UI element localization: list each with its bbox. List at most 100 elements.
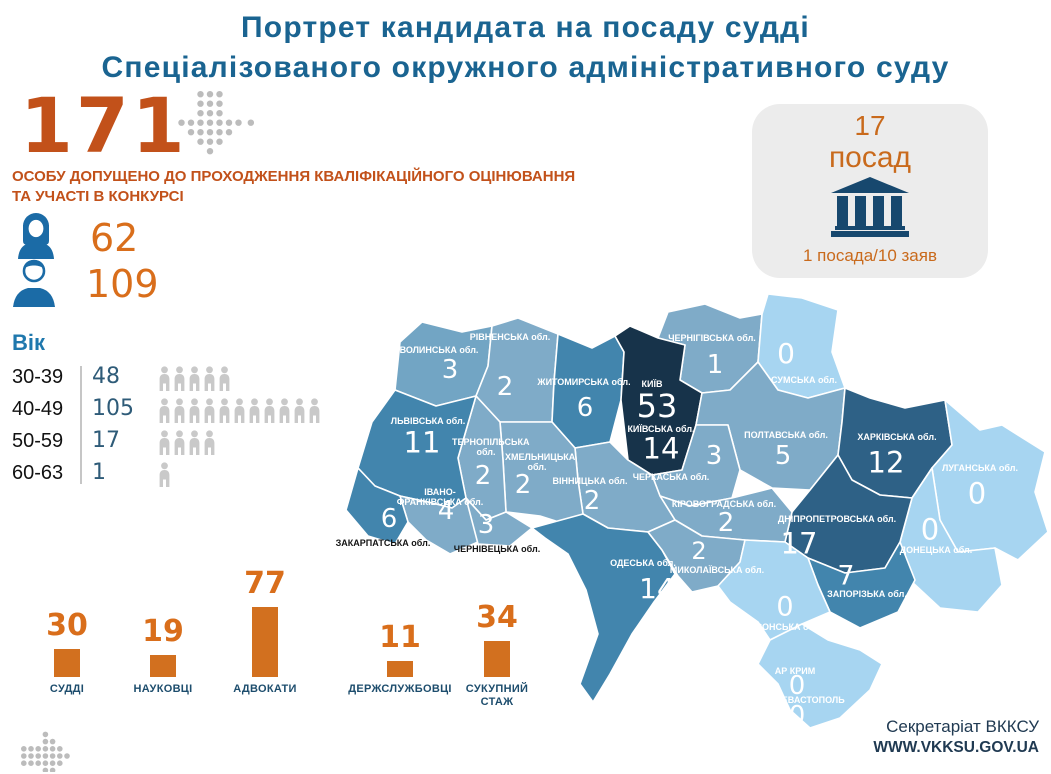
map-region-label: КИЇВСЬКА обл.: [627, 424, 695, 434]
person-icon: [159, 398, 170, 423]
footer: Секретаріат ВККСУ WWW.VKKSU.GOV.UA: [873, 716, 1039, 758]
map-region-label: ЛЬВІВСЬКА обл.: [390, 416, 466, 426]
map-region-label: ВІННИЦЬКА обл.: [552, 476, 628, 486]
bar: [150, 655, 176, 677]
map-region-value: 0: [920, 512, 940, 547]
map-region-label: ЧЕРНІВЕЦЬКА обл.: [453, 544, 541, 554]
men-count: 109: [86, 262, 159, 306]
person-icon: [189, 398, 200, 423]
map-region-label: ЗАПОРІЗЬКА обл.: [827, 589, 907, 599]
map-region-label: ТЕРНОПІЛЬСЬКА обл.: [452, 437, 530, 457]
person-icon: [174, 366, 185, 391]
map-region-shape: [757, 623, 883, 729]
age-range: 40-49: [12, 398, 64, 420]
map-region-value: 6: [380, 504, 398, 534]
bar: [484, 641, 510, 677]
person-icon: [219, 398, 230, 423]
age-pictogram-row: [158, 366, 231, 391]
person-icon: [159, 462, 170, 487]
age-range: 30-39: [12, 366, 64, 388]
admitted-caption-line1: ОСОБУ ДОПУЩЕНО ДО ПРОХОДЖЕННЯ КВАЛІФІКАЦ…: [12, 168, 576, 185]
bar: [54, 649, 80, 677]
person-icon: [279, 398, 290, 423]
bar-value: 11: [379, 620, 421, 655]
map-region-value: 2: [496, 372, 514, 402]
map-region-label: ЧЕРНІГІВСЬКА обл.: [668, 333, 756, 343]
map-region-label: ІВАНО-ФРАНКІВСЬКА обл.: [396, 487, 484, 507]
dotted-arrow-right-icon: [21, 731, 70, 772]
map-region-label: СУМСЬКА обл.: [771, 375, 837, 385]
map-region-value: 2: [514, 470, 532, 500]
person-icon: [294, 398, 305, 423]
man-icon: [13, 259, 55, 307]
age-section-title: Вік: [12, 330, 46, 355]
map-region-value: 3: [441, 355, 459, 385]
map-region-label: АР КРИМ: [774, 666, 816, 676]
map-region-value: 11: [403, 425, 441, 460]
map-region-value: 2: [717, 508, 735, 538]
admitted-caption-line2: ТА УЧАСТІ В КОНКУРСІ: [12, 188, 184, 205]
map-region-label: ХМЕЛЬНИЦЬКА обл.: [505, 452, 576, 472]
age-pictogram-row: [158, 430, 216, 455]
age-pictogram-row: [158, 462, 171, 487]
person-icon: [159, 430, 170, 455]
map-region-value: 14: [639, 572, 675, 605]
person-icon: [174, 398, 185, 423]
bar-category-label: АДВОКАТИ: [233, 683, 297, 695]
person-icon: [189, 366, 200, 391]
map-region-value: 3: [477, 510, 495, 540]
map-region-value: 12: [867, 445, 905, 480]
map-region-label: ДОНЕЦЬКА обл.: [899, 545, 973, 555]
map-region-value: 6: [576, 393, 594, 423]
map-region-value: 2: [691, 537, 707, 565]
positions-unit: посад: [828, 141, 912, 174]
map-region-label: РІВНЕНСЬКА обл.: [469, 332, 551, 342]
age-range: 60-63: [12, 462, 64, 484]
map-region-label: ДНІПРОПЕТРОВСЬКА обл.: [777, 514, 897, 524]
map-region-label: ОДЕСЬКА обл.: [610, 558, 676, 568]
bar-value: 19: [142, 614, 184, 649]
person-icon: [174, 430, 185, 455]
map-region-label: ЛУГАНСЬКА обл.: [942, 463, 1018, 473]
person-icon: [264, 398, 275, 423]
admitted-count: 171: [20, 81, 188, 170]
map-region-shape: [717, 539, 831, 641]
map-region-value: 14: [642, 431, 680, 466]
map-region-label: ЖИТОМИРСЬКА обл.: [537, 377, 631, 387]
age-value: 48: [92, 364, 120, 389]
person-icon: [189, 430, 200, 455]
women-count: 62: [90, 216, 139, 260]
map-region-value: 5: [774, 441, 792, 471]
title-line2: Спеціалізованого окружного адміністратив…: [101, 51, 950, 84]
positions-card: 17 посад 1 посада/10 заяв: [752, 104, 988, 278]
bar-category-label: НАУКОВЦІ: [133, 683, 193, 695]
person-icon: [249, 398, 260, 423]
map-region-shape: [551, 333, 625, 449]
map-region-value: 0: [967, 476, 987, 511]
map-region-value: 2: [583, 486, 601, 516]
person-icon: [234, 398, 245, 423]
map-region-label: СЕВАСТОПОЛЬ: [775, 695, 845, 705]
map-region-value: 0: [788, 701, 806, 731]
woman-icon: [18, 213, 54, 259]
bar: [387, 661, 413, 677]
map-region-value: 0: [788, 671, 806, 701]
footer-org: Секретаріат ВККСУ: [886, 717, 1039, 736]
person-icon: [159, 366, 170, 391]
courthouse-icon: [831, 177, 909, 237]
map-region-value: 0: [777, 337, 795, 370]
age-range: 50-59: [12, 430, 64, 452]
map-region-label: ЧЕРКАСЬКА обл.: [632, 472, 710, 482]
admitted-caption: ОСОБУ ДОПУЩЕНО ДО ПРОХОДЖЕННЯ КВАЛІФІКАЦ…: [12, 167, 672, 207]
age-value: 17: [92, 428, 120, 453]
map-region-label: ХАРКІВСЬКА обл.: [857, 432, 937, 442]
map-region-value: 0: [776, 591, 794, 623]
person-icon: [204, 366, 215, 391]
map-region-value: 53: [636, 387, 678, 425]
map-region-label: КИЇВ: [641, 379, 663, 389]
map-region-value: 17: [780, 526, 818, 561]
map-region-shape: [531, 513, 676, 703]
map-region-label: ВОЛИНСЬКА обл.: [399, 345, 479, 355]
bar-category-label: СУДДІ: [49, 683, 85, 695]
